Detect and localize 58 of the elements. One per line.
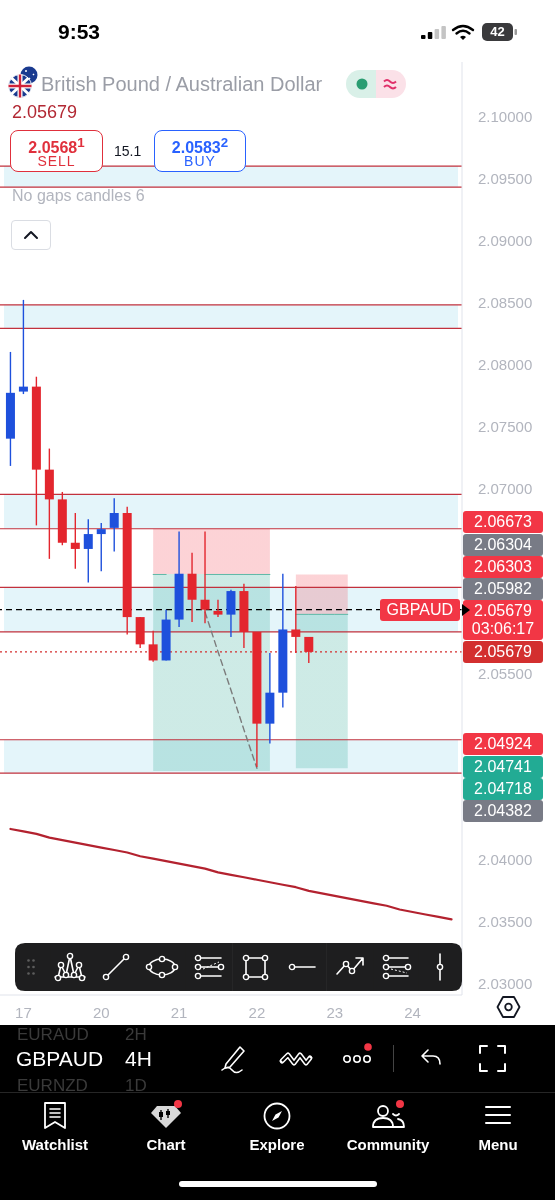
text: 1D — [125, 1076, 147, 1096]
text: 2.04741 — [463, 756, 543, 778]
text: 2.06303 — [463, 556, 543, 578]
text: 2.04718 — [463, 778, 543, 800]
text: Community — [345, 1136, 431, 1154]
candlestick — [226, 589, 236, 638]
candlestick — [213, 599, 223, 618]
y-tick-label: 2.03000 — [478, 975, 533, 993]
x-tick-label: 22 — [248, 1003, 266, 1021]
y-tick-label: 2.08500 — [478, 293, 533, 311]
text: 2.05679 03:06:17 — [463, 600, 543, 640]
annotation: 2.05679 — [12, 101, 78, 123]
text: Watchlist — [20, 1136, 90, 1154]
candlestick — [70, 512, 80, 570]
text: EURAUD — [17, 1025, 89, 1045]
candlestick — [18, 299, 28, 395]
text: 4H — [125, 1046, 152, 1071]
text: 42 — [482, 24, 513, 40]
candlestick — [148, 630, 158, 663]
candlestick — [83, 518, 93, 584]
y-tick-label: 2.09000 — [478, 231, 533, 249]
candlestick — [109, 497, 119, 553]
line-series — [204, 611, 258, 769]
text: Chart — [145, 1136, 187, 1154]
text: 2.04382 — [463, 800, 543, 822]
y-tick-label: 2.07500 — [478, 417, 533, 435]
x-tick-label: 17 — [15, 1003, 32, 1021]
annotation: No gaps candles 6 — [12, 186, 145, 206]
y-tick-label: 2.03500 — [478, 913, 533, 931]
text: 2.05982 — [463, 578, 543, 600]
text: Menu — [477, 1136, 519, 1154]
ref-line-label: 2.05679 — [463, 640, 543, 663]
x-tick-label: 20 — [92, 1003, 110, 1021]
y-tick-label: 2.10000 — [478, 107, 533, 125]
candlestick — [96, 522, 106, 572]
y-tick-label: 2.07000 — [478, 479, 533, 497]
line-series — [9, 827, 453, 921]
x-tick-label: 21 — [170, 1003, 188, 1021]
text: 9:53 — [58, 20, 101, 44]
text: 2.04924 — [463, 733, 543, 755]
x-tick-label: 24 — [404, 1003, 421, 1021]
text: British Pound / Australian Dollar — [41, 72, 323, 96]
text: 2.06673 — [463, 511, 543, 533]
annotation: 15.1 — [114, 143, 142, 160]
candlestick — [291, 585, 301, 654]
y-tick-label: 2.04000 — [478, 851, 533, 869]
candlestick — [304, 636, 314, 664]
candlestick — [200, 530, 210, 624]
y-tick-label: 2.08000 — [478, 355, 533, 373]
text: 2.06304 — [463, 534, 543, 556]
annotation: GBPAUD — [379, 598, 460, 621]
text: EURNZD — [17, 1076, 88, 1096]
text: Explore — [248, 1136, 306, 1154]
y-tick-label: 2.09500 — [478, 169, 533, 187]
y-tick-label: 2.05500 — [478, 665, 533, 683]
x-tick-label: 23 — [326, 1003, 344, 1021]
text: GBPAUD — [16, 1046, 104, 1071]
text: 2H — [125, 1025, 147, 1045]
